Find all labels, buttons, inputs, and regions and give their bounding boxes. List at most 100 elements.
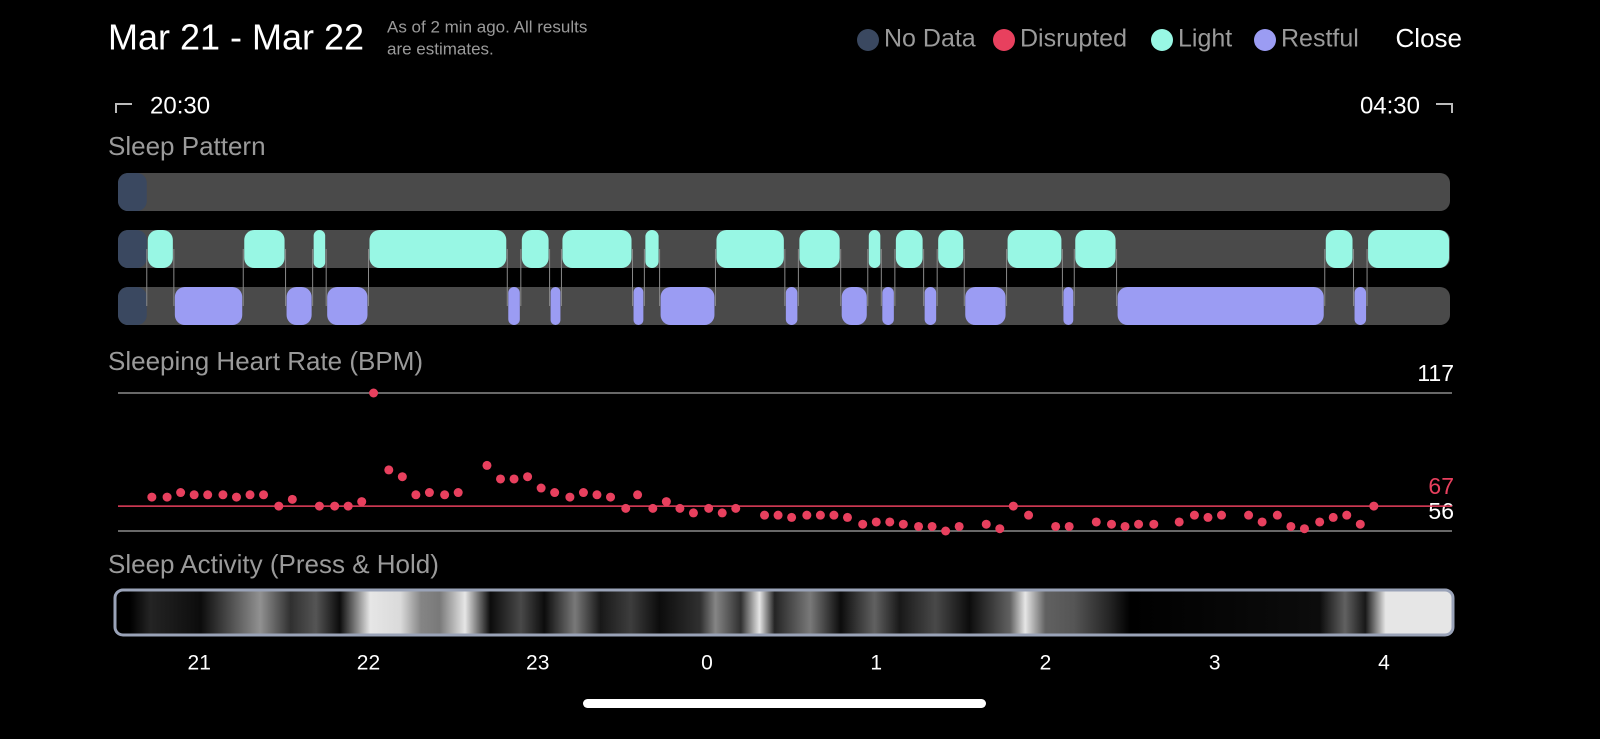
heart-rate-point <box>927 521 937 531</box>
heart-rate-point <box>1064 521 1074 531</box>
heart-rate-point <box>661 497 671 507</box>
heart-rate-point <box>369 388 379 398</box>
heart-rate-point <box>536 483 546 493</box>
heart-rate-point <box>411 490 421 500</box>
no-data-segment <box>118 287 147 325</box>
light-segment <box>147 230 173 268</box>
title: Mar 21 - Mar 22 <box>108 17 364 58</box>
x-tick-label: 4 <box>1378 652 1390 675</box>
legend-swatch <box>1151 29 1173 51</box>
no-data-segment <box>118 230 147 268</box>
heart-rate-point <box>773 510 783 520</box>
heart-rate-point <box>1008 501 1018 511</box>
range-end: 04:30 <box>1360 92 1420 119</box>
heart-rate-point <box>1342 510 1352 520</box>
heart-rate-point <box>760 510 770 520</box>
legend-label: Restful <box>1281 25 1359 53</box>
heart-rate-point <box>981 519 991 529</box>
heart-rate-point <box>203 490 213 500</box>
heart-rate-point <box>147 492 157 502</box>
heart-rate-point <box>688 508 698 518</box>
heart-rate-point <box>648 503 658 513</box>
restful-segment <box>785 287 798 325</box>
restful-segment <box>882 287 894 325</box>
x-tick-label: 23 <box>526 652 549 675</box>
heart-rate-point <box>578 488 588 498</box>
heart-rate-point <box>675 503 685 513</box>
x-tick-label: 3 <box>1209 652 1221 675</box>
note: As of 2 min ago. All results <box>387 17 587 36</box>
light-segment <box>244 230 285 268</box>
heart-rate-point <box>189 490 199 500</box>
heart-rate-point <box>1369 501 1379 511</box>
heart-rate-point <box>523 472 533 482</box>
range-bracket <box>115 103 1453 113</box>
heart-rate-point <box>424 488 434 498</box>
x-tick-label: 0 <box>701 652 713 675</box>
x-tick-label: 1 <box>870 652 882 675</box>
heart-rate-point <box>176 488 186 498</box>
heart-rate-point <box>1299 524 1309 534</box>
legend-label: Light <box>1178 25 1232 53</box>
heart-rate-point <box>787 512 797 522</box>
y-tick-label: 117 <box>1417 360 1454 386</box>
track <box>118 173 1450 211</box>
heart-rate-point <box>330 501 340 511</box>
heart-rate-point <box>1174 517 1184 527</box>
heart-rate-point <box>898 519 908 529</box>
heart-rate-point <box>1134 519 1144 529</box>
heart-rate-point <box>1120 521 1130 531</box>
heart-rate-point <box>565 492 575 502</box>
restful-segment <box>965 287 1006 325</box>
x-tick-label: 2 <box>1040 652 1052 675</box>
heart-rate-point <box>1315 517 1325 527</box>
heart-rate-point <box>731 503 741 513</box>
heart-rate-point <box>885 517 895 527</box>
light-segment <box>562 230 632 268</box>
light-segment <box>645 230 659 268</box>
restful-segment <box>327 287 368 325</box>
heart-rate-point <box>274 501 284 511</box>
heart-rate-point <box>1024 510 1034 520</box>
light-segment <box>716 230 784 268</box>
restful-segment <box>174 287 243 325</box>
heart-rate-point <box>1272 510 1282 520</box>
restful-segment <box>1354 287 1367 325</box>
heart-rate-point <box>633 490 643 500</box>
restful-segment <box>660 287 715 325</box>
heart-rate-point <box>343 501 353 511</box>
average-label: 67 <box>1428 473 1454 499</box>
light-segment <box>1325 230 1353 268</box>
range-start: 20:30 <box>150 92 210 119</box>
heart-rate-point <box>717 508 727 518</box>
legend-swatch <box>1254 29 1276 51</box>
heart-rate-point <box>858 519 868 529</box>
restful-segment <box>286 287 312 325</box>
heart-rate-point <box>1091 517 1101 527</box>
heart-rate-point <box>829 510 839 520</box>
heart-rate-point <box>1286 521 1296 531</box>
heart-rate-point <box>815 510 825 520</box>
heart-rate-point <box>1257 517 1267 527</box>
light-segment <box>799 230 840 268</box>
heart-rate-point <box>606 492 616 502</box>
close-button[interactable]: Close <box>1396 23 1462 53</box>
section-title: Sleeping Heart Rate (BPM) <box>108 346 423 376</box>
section-title: Sleep Activity (Press & Hold) <box>108 549 439 579</box>
light-segment <box>1007 230 1062 268</box>
heart-rate-point <box>871 517 881 527</box>
light-segment <box>313 230 326 268</box>
heart-rate-point <box>995 524 1005 534</box>
activity-strip <box>113 588 1455 637</box>
note: are estimates. <box>387 39 494 58</box>
legend-swatch <box>857 29 879 51</box>
heart-rate-point <box>1189 510 1199 520</box>
heart-rate-point <box>440 490 450 500</box>
restful-segment <box>633 287 644 325</box>
light-segment <box>868 230 881 268</box>
heart-rate-point <box>1203 512 1213 522</box>
light-segment <box>521 230 549 268</box>
restful-segment <box>1063 287 1074 325</box>
legend-label: No Data <box>884 25 976 53</box>
